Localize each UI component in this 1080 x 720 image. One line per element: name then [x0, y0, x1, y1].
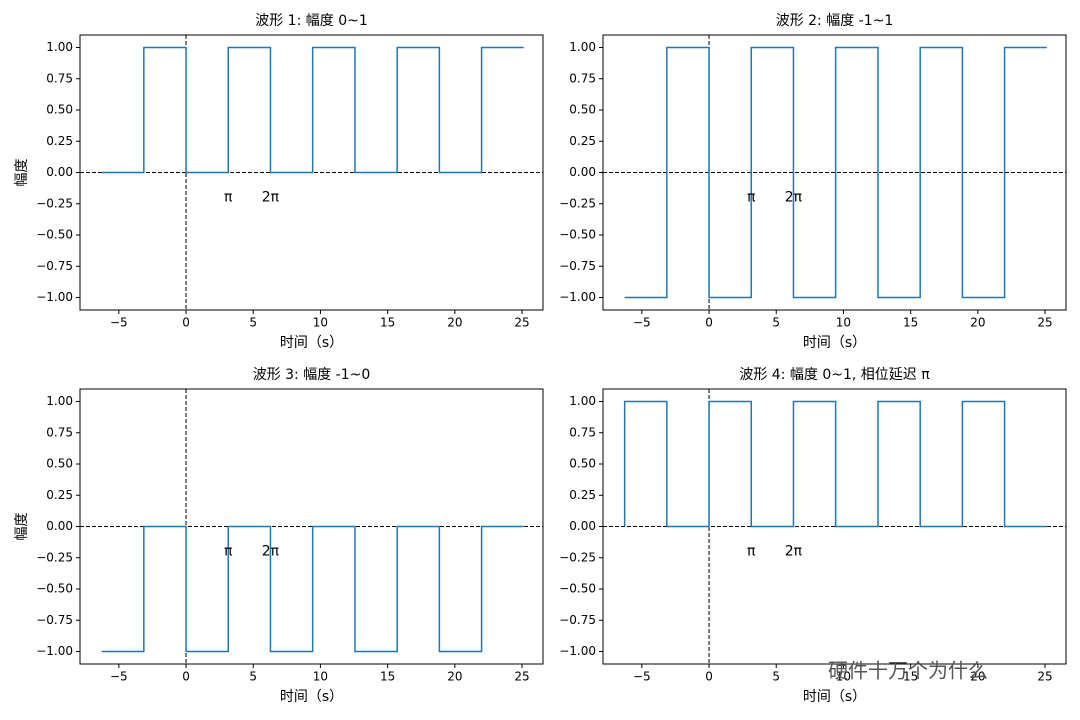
x-axis-label: 时间（s） [803, 689, 866, 705]
x-tick-label: 5 [249, 670, 257, 684]
y-tick-label: 0.50 [569, 103, 596, 117]
x-tick-label: 5 [772, 670, 780, 684]
y-tick-label: −0.50 [36, 582, 73, 596]
x-tick-label: 25 [514, 670, 529, 684]
wave-line [101, 46, 524, 174]
y-tick-label: −1.00 [36, 290, 73, 304]
y-axis-label: 幅度 [14, 513, 30, 541]
x-tick-label: −5 [110, 670, 128, 684]
annotation: π [747, 190, 756, 206]
annotation: 2π [785, 544, 803, 560]
annotation: π [224, 544, 233, 560]
wave-line [624, 46, 1047, 299]
subplot: −5 0 5 10 15 20 25 −1.00 −0.75 −0.50 −0.25 0.00 0.25… [559, 367, 1067, 705]
x-axis-label: 时间（s） [280, 335, 343, 351]
x-tick-label: 20 [447, 316, 462, 330]
x-tick-label: 20 [447, 670, 462, 684]
y-tick-label: −0.25 [559, 550, 596, 564]
annotation: 2π [785, 190, 803, 206]
y-tick-label: −0.25 [559, 196, 596, 210]
y-tick-label: 0.00 [569, 165, 596, 179]
y-tick-label: 0.25 [46, 134, 73, 148]
y-tick-label: 0.00 [46, 165, 73, 179]
subplot-title: 波形 2: 幅度 -1~1 [776, 13, 894, 29]
y-tick-label: 1.00 [569, 40, 596, 54]
annotation: π [747, 544, 756, 560]
x-tick-label: 10 [836, 316, 851, 330]
subplot-title: 波形 3: 幅度 -1~0 [253, 367, 371, 383]
y-tick-label: −0.75 [559, 613, 596, 627]
x-tick-label: 10 [313, 316, 328, 330]
x-tick-label: 15 [903, 316, 918, 330]
y-tick-label: −0.50 [36, 228, 73, 242]
subplot-title: 波形 1: 幅度 0~1 [255, 13, 368, 29]
y-tick-label: −0.25 [36, 196, 73, 210]
x-tick-label: 5 [772, 316, 780, 330]
x-tick-label: 5 [249, 316, 257, 330]
y-tick-label: 1.00 [569, 394, 596, 408]
x-tick-label: 20 [970, 670, 985, 684]
wave-line [623, 400, 1047, 528]
y-tick-label: 0.00 [46, 519, 73, 533]
y-tick-label: 0.25 [46, 488, 73, 502]
x-tick-label: −5 [633, 316, 651, 330]
y-tick-label: −0.75 [36, 613, 73, 627]
x-tick-label: −5 [633, 670, 651, 684]
y-tick-label: −1.00 [559, 644, 596, 658]
y-tick-label: 0.50 [46, 457, 73, 471]
y-tick-label: 0.50 [46, 103, 73, 117]
y-tick-label: 0.25 [569, 134, 596, 148]
annotation: 2π [262, 544, 280, 560]
y-tick-label: −1.00 [36, 644, 73, 658]
x-tick-label: 0 [182, 670, 190, 684]
y-tick-label: 0.00 [569, 519, 596, 533]
annotation: π [224, 190, 233, 206]
y-tick-label: 0.75 [569, 71, 596, 85]
y-tick-label: −0.25 [36, 550, 73, 564]
watermark: 硬件十万个为什么 [828, 659, 988, 683]
y-tick-label: −0.50 [559, 582, 596, 596]
wave-line [101, 525, 524, 653]
y-tick-label: −0.50 [559, 228, 596, 242]
y-tick-label: 1.00 [46, 394, 73, 408]
x-tick-label: 10 [836, 670, 851, 684]
y-tick-label: 0.75 [46, 425, 73, 439]
subplot-title: 波形 4: 幅度 0~1, 相位延迟 π [739, 367, 930, 383]
x-axis-label: 时间（s） [280, 689, 343, 705]
x-tick-label: 25 [1037, 316, 1052, 330]
x-tick-label: 0 [182, 316, 190, 330]
y-tick-label: 1.00 [46, 40, 73, 54]
y-tick-label: 0.75 [569, 425, 596, 439]
subplot: −5 0 5 10 15 20 25 −1.00 −0.75 −0.50 −0.25 0.00 0.25… [14, 367, 544, 705]
subplot: −5 0 5 10 15 20 25 −1.00 −0.75 −0.50 −0.25 0.00 0.25… [559, 13, 1067, 351]
annotation: 2π [262, 190, 280, 206]
x-tick-label: 15 [380, 316, 395, 330]
x-tick-label: 0 [705, 316, 713, 330]
y-axis-label: 幅度 [14, 159, 30, 187]
y-tick-label: −1.00 [559, 290, 596, 304]
x-tick-label: 25 [514, 316, 529, 330]
x-tick-label: −5 [110, 316, 128, 330]
y-tick-label: 0.25 [569, 488, 596, 502]
x-tick-label: 10 [313, 670, 328, 684]
x-tick-label: 15 [380, 670, 395, 684]
x-tick-label: 20 [970, 316, 985, 330]
subplot: −5 0 5 10 15 20 25 −1.00 −0.75 −0.50 −0.25 0.00 0.25… [14, 13, 544, 351]
y-tick-label: −0.75 [36, 259, 73, 273]
x-tick-label: 25 [1037, 670, 1052, 684]
y-tick-label: 0.75 [46, 71, 73, 85]
y-tick-label: −0.75 [559, 259, 596, 273]
x-tick-label: 0 [705, 670, 713, 684]
x-tick-label: 15 [903, 670, 918, 684]
y-tick-label: 0.50 [569, 457, 596, 471]
x-axis-label: 时间（s） [803, 335, 866, 351]
